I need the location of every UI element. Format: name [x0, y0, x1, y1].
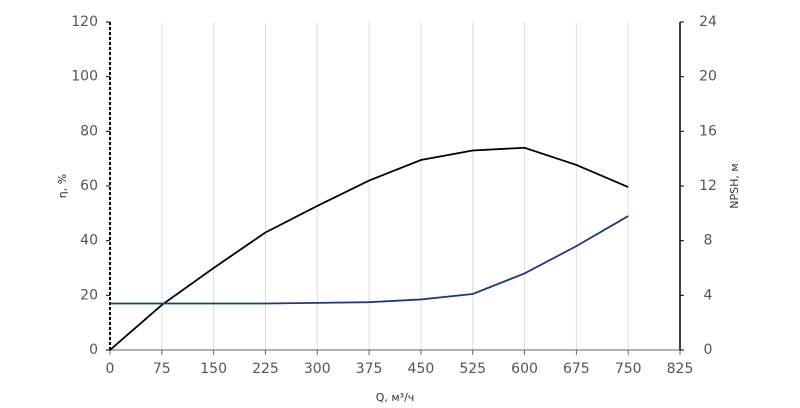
x-tick-label: 150 — [200, 361, 227, 377]
x-tick-label: 225 — [252, 361, 279, 377]
series-line — [110, 215, 629, 305]
x-tick-label: 375 — [356, 361, 383, 377]
x-tick-label: 600 — [511, 361, 538, 377]
y2-tick-label: 8 — [704, 233, 713, 249]
y-tick-label: 20 — [80, 287, 98, 303]
x-tick-label: 450 — [408, 361, 435, 377]
y2-tick-label: 0 — [704, 342, 713, 358]
y2-tick-label: 16 — [699, 123, 717, 139]
x-tick-label: 750 — [615, 361, 642, 377]
x-axis-label: Q, м³/ч — [376, 391, 415, 404]
y-tick-label: 0 — [89, 342, 98, 358]
x-tick-label: 525 — [459, 361, 486, 377]
y2-axis-label: NPSH, м — [728, 163, 741, 208]
y2-tick-label: 4 — [704, 287, 713, 303]
y2-tick-label: 24 — [699, 14, 717, 30]
x-tick-label: 825 — [667, 361, 694, 377]
y-tick-label: 120 — [71, 14, 98, 30]
x-tick-label: 0 — [106, 361, 115, 377]
y-axis-label: η, % — [56, 174, 69, 198]
series-line — [109, 146, 629, 351]
y-tick-label: 100 — [71, 69, 98, 85]
x-tick-label: 75 — [153, 361, 171, 377]
y-tick-label: 60 — [80, 178, 98, 194]
y-tick-label: 80 — [80, 123, 98, 139]
y2-tick-label: 20 — [699, 69, 717, 85]
y2-tick-label: 12 — [699, 178, 717, 194]
y-tick-label: 40 — [80, 233, 98, 249]
x-tick-label: 675 — [563, 361, 590, 377]
x-tick-label: 300 — [304, 361, 331, 377]
